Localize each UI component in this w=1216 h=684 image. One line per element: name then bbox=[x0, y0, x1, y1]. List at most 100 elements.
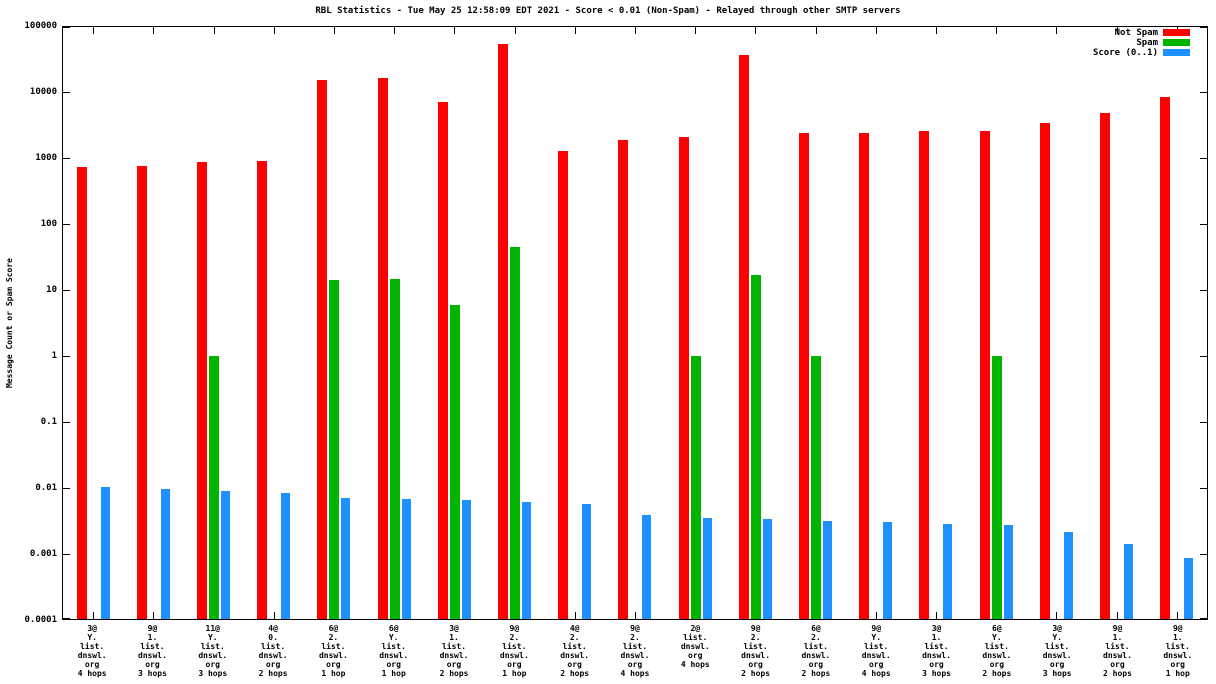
x-axis-label: 11@ Y. list. dnswl. org 3 hops bbox=[183, 624, 243, 678]
x-axis-label-line: dnswl. bbox=[861, 651, 891, 660]
x-axis-label-line: 2 hops bbox=[439, 669, 469, 678]
x-axis-label: 9@ 1. list. dnswl. org 2 hops bbox=[1087, 624, 1147, 678]
x-axis-label-line: 3 hops bbox=[922, 669, 951, 678]
bar-not-spam bbox=[1039, 123, 1050, 619]
x-axis-label-line: org bbox=[84, 660, 100, 669]
x-axis-label: 9@ 2. list. dnswl. org 2 hops bbox=[725, 624, 785, 678]
x-axis-label-line: dnswl. bbox=[801, 651, 831, 660]
y-tick-label: 1 bbox=[51, 351, 57, 361]
y-tick-label: 0.001 bbox=[29, 549, 57, 559]
x-axis-label-line: list. bbox=[743, 642, 768, 651]
x-axis-label-line: dnswl. bbox=[439, 651, 469, 660]
x-axis-label-line: 9@ bbox=[871, 624, 882, 633]
x-axis-label-line: 4@ bbox=[569, 624, 580, 633]
x-axis-label: 3@ Y. list. dnswl. org 4 hops bbox=[62, 624, 122, 678]
x-axis-label-line: org bbox=[929, 660, 944, 669]
axis-tick bbox=[996, 27, 997, 34]
x-axis-label-line: list. bbox=[1105, 642, 1130, 651]
x-axis-label-line: list. bbox=[984, 642, 1009, 651]
x-axis-label: 3@ 1. list. dnswl. org 3 hops bbox=[906, 624, 966, 678]
bar-score-0-1 bbox=[883, 522, 893, 619]
axis-tick bbox=[876, 612, 877, 619]
bar-score-0-1 bbox=[1003, 525, 1013, 619]
bar-group bbox=[1147, 27, 1207, 619]
legend-entry: Not Spam bbox=[1093, 28, 1190, 38]
x-axis-label-line: dnswl. bbox=[922, 651, 951, 660]
legend: Not Spam Spam Score (0..1) bbox=[1093, 28, 1190, 58]
x-axis-label-line: list. bbox=[562, 642, 587, 651]
x-axis-label-line: dnswl. bbox=[982, 651, 1012, 660]
axis-tick bbox=[1200, 422, 1207, 423]
axis-tick bbox=[816, 27, 817, 34]
x-axis-label-line: 6@ bbox=[388, 624, 399, 633]
bar-not-spam bbox=[1160, 97, 1171, 619]
bar-spam bbox=[690, 356, 701, 619]
x-axis-label-line: 9@ bbox=[1172, 624, 1183, 633]
bar-score-0-1 bbox=[1063, 532, 1073, 619]
x-axis-label-line: 1. bbox=[1172, 633, 1183, 642]
bar-not-spam bbox=[76, 167, 87, 619]
bar-score-0-1 bbox=[762, 519, 772, 619]
bar-score-0-1 bbox=[461, 500, 471, 619]
x-axis-label-line: list. bbox=[441, 642, 467, 651]
bar-score-0-1 bbox=[1124, 544, 1134, 619]
x-axis-label-line: Y. bbox=[388, 633, 399, 642]
axis-tick bbox=[63, 488, 70, 489]
x-axis-label-line: org bbox=[265, 660, 281, 669]
axis-tick bbox=[1200, 158, 1207, 159]
axis-tick bbox=[635, 612, 636, 619]
x-axis-label-line: 2. bbox=[569, 633, 580, 642]
x-axis-label-line: org bbox=[1170, 660, 1185, 669]
x-axis-label-line: 9@ bbox=[147, 624, 158, 633]
x-axis-label-line: 4@ bbox=[268, 624, 278, 633]
bar-score-0-1 bbox=[522, 502, 532, 619]
x-axis-label-line: list. bbox=[80, 642, 105, 651]
y-tick-label: 100 bbox=[40, 219, 57, 229]
axis-tick bbox=[63, 618, 70, 619]
x-axis-label-line: 6@ bbox=[811, 624, 821, 633]
x-axis-label-line: dnswl. bbox=[138, 651, 167, 660]
axis-tick bbox=[936, 612, 937, 619]
bar-not-spam bbox=[799, 133, 810, 619]
axis-tick bbox=[876, 27, 877, 34]
x-axis-label-line: 1. bbox=[931, 633, 942, 642]
bar-group bbox=[665, 27, 725, 619]
x-axis-label-line: 2. bbox=[811, 633, 821, 642]
x-axis-label-line: org bbox=[145, 660, 160, 669]
axis-tick bbox=[635, 27, 636, 34]
axis-tick bbox=[1117, 612, 1118, 619]
axis-tick bbox=[93, 612, 94, 619]
axis-tick bbox=[1200, 224, 1207, 225]
x-axis-label-line: org bbox=[1049, 660, 1065, 669]
y-tick-label: 10 bbox=[46, 285, 57, 295]
bar-group bbox=[605, 27, 665, 619]
bar-score-0-1 bbox=[100, 487, 110, 619]
x-axis-label: 4@ 2. list. dnswl. org 2 hops bbox=[545, 624, 605, 678]
bar-group bbox=[63, 27, 123, 619]
bar-not-spam bbox=[377, 78, 388, 619]
x-axis-label-line: 1. bbox=[147, 633, 158, 642]
bar-group bbox=[966, 27, 1026, 619]
bar-group bbox=[244, 27, 304, 619]
bar-group bbox=[846, 27, 906, 619]
x-axis-label-line: 11@ bbox=[205, 624, 220, 633]
x-axis-label-line: 4 hops bbox=[680, 660, 710, 669]
x-axis-label-line: org bbox=[808, 660, 824, 669]
x-axis-label-line: list. bbox=[803, 642, 828, 651]
x-axis-label-line: 3@ bbox=[449, 624, 459, 633]
x-axis-label-line: list. bbox=[622, 642, 648, 651]
bar-not-spam bbox=[317, 80, 328, 619]
bar-group bbox=[123, 27, 183, 619]
axis-tick bbox=[63, 27, 70, 28]
bar-not-spam bbox=[618, 140, 629, 619]
x-axis-label-line: org bbox=[386, 660, 401, 669]
bar-group bbox=[364, 27, 424, 619]
bar-score-0-1 bbox=[642, 515, 652, 619]
axis-tick bbox=[63, 356, 70, 357]
x-axis-label-line: 3@ bbox=[1052, 624, 1062, 633]
x-axis-label-line: 4 hops bbox=[77, 669, 107, 678]
x-axis-label-line: 3@ bbox=[87, 624, 97, 633]
bar-score-0-1 bbox=[160, 489, 170, 619]
x-axis-label-line: Y. bbox=[87, 633, 97, 642]
axis-tick bbox=[575, 27, 576, 34]
